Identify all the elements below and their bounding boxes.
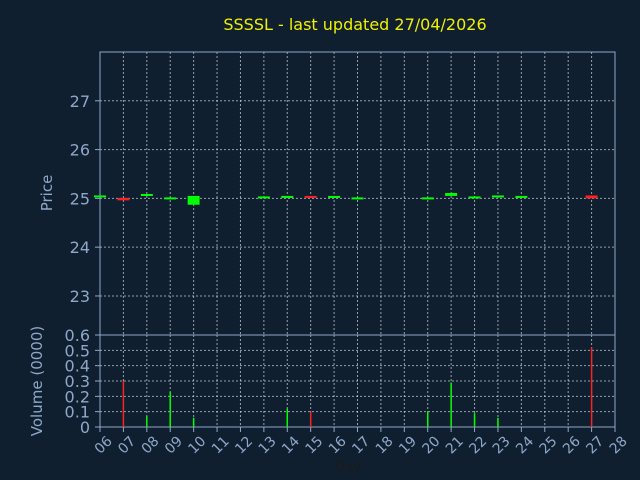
x-tick-label: 21 — [443, 433, 467, 457]
volume-grid — [100, 335, 615, 427]
volume-bar — [146, 416, 148, 427]
x-tick-label: 19 — [396, 433, 420, 457]
x-tick-label: 09 — [162, 433, 186, 457]
price-axis-title: Price — [38, 175, 56, 212]
x-tick-label: 13 — [256, 433, 280, 457]
candle — [117, 197, 130, 201]
x-tick-label: 20 — [420, 433, 444, 457]
x-tick-label: 22 — [466, 433, 490, 457]
x-tick-label: 07 — [115, 433, 139, 457]
volume-bar — [169, 391, 171, 427]
price-tick-label: 25 — [70, 189, 90, 208]
x-tick-label: 10 — [185, 433, 209, 457]
price-tick-label: 26 — [70, 141, 90, 160]
x-tick-label: 06 — [92, 433, 116, 457]
candle — [281, 195, 294, 198]
volume-tick-label: 0.4 — [65, 357, 90, 376]
x-tick-label: 27 — [583, 433, 607, 457]
volume-bars — [122, 347, 593, 427]
candles — [94, 193, 598, 205]
candle — [491, 195, 504, 198]
candle — [94, 195, 106, 198]
volume-bar — [122, 381, 125, 427]
candle — [421, 197, 434, 200]
candle — [445, 193, 458, 196]
price-tick-label: 27 — [70, 92, 90, 111]
x-tick-label: 18 — [373, 433, 397, 457]
price-tick-label: 24 — [70, 238, 90, 257]
chart-title: SSSSL - last updated 27/04/2026 — [223, 15, 486, 34]
x-tick-label: 16 — [326, 433, 350, 457]
volume-tick-label: 0.1 — [65, 403, 90, 422]
price-y-ticks: 23 24 25 26 27 — [70, 92, 100, 306]
x-tick-label: 23 — [490, 433, 514, 457]
volume-tick-label: 0.5 — [65, 341, 90, 360]
volume-axis-title: Volume (0000) — [28, 326, 46, 436]
volume-tick-label: 0.3 — [65, 372, 90, 391]
volume-bar — [450, 382, 452, 427]
x-ticks: 06 07 08 09 10 11 12 13 14 15 16 17 18 19 20 21 22 23 24 25… — [92, 427, 631, 457]
x-tick-label: 24 — [513, 433, 537, 457]
volume-bar — [473, 413, 476, 427]
candle — [585, 195, 598, 199]
candle — [304, 195, 317, 198]
volume-bar — [426, 411, 429, 427]
volume-tick-label: 0 — [80, 418, 90, 437]
candle — [164, 197, 177, 200]
candle — [468, 196, 481, 199]
x-tick-label: 17 — [349, 433, 373, 457]
price-grid — [100, 52, 615, 335]
volume-y-ticks: 00.10.20.30.40.50.6 — [65, 326, 100, 437]
volume-tick-label: 0.2 — [65, 387, 90, 406]
candle — [328, 195, 341, 198]
x-tick-label: 14 — [279, 433, 303, 457]
volume-bar — [286, 408, 289, 427]
candle — [187, 195, 200, 205]
x-tick-label: 26 — [560, 433, 584, 457]
price-tick-label: 23 — [70, 287, 90, 306]
x-axis-title: Day — [334, 459, 362, 475]
candle — [515, 195, 528, 198]
volume-tick-label: 0.6 — [65, 326, 90, 345]
volume-bar — [192, 417, 195, 427]
volume-bar — [309, 411, 312, 427]
x-tick-label: 28 — [607, 433, 631, 457]
volume-bar — [590, 347, 593, 427]
x-tick-label: 08 — [139, 433, 163, 457]
candle — [257, 196, 270, 199]
x-tick-label: 25 — [537, 433, 561, 457]
x-tick-label: 11 — [209, 433, 233, 457]
candle — [140, 193, 153, 196]
x-tick-label: 15 — [302, 433, 326, 457]
candle — [351, 197, 364, 200]
volume-bar — [497, 417, 499, 427]
x-tick-label: 12 — [232, 433, 256, 457]
